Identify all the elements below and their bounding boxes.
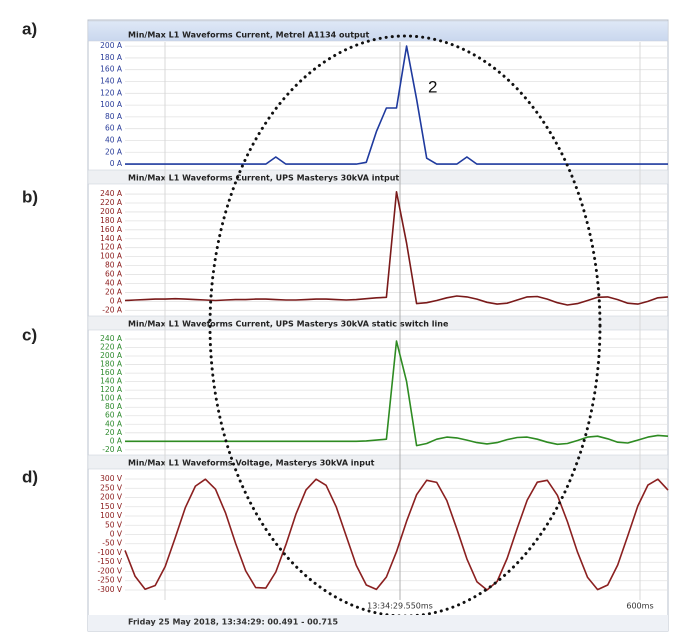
y-tick-label: 180 A [100, 53, 123, 62]
cursor-time: 13:34:29.550ms [367, 602, 433, 611]
y-tick-label: 220 A [100, 198, 123, 207]
y-tick-label: 160 A [100, 65, 123, 74]
y-tick-label: 200 V [100, 493, 123, 502]
series-line [125, 340, 669, 447]
y-tick-label: 200 A [100, 351, 123, 360]
y-tick-label: 240 A [100, 334, 123, 343]
y-tick-label: -150 V [97, 557, 122, 566]
y-tick-label: -50 V [102, 539, 123, 548]
y-tick-label: 100 V [100, 511, 123, 520]
y-tick-label: 80 A [105, 261, 123, 270]
panel-label: a) [22, 19, 37, 38]
scale-label: 600ms [626, 602, 653, 611]
y-tick-label: 120 A [100, 88, 123, 97]
y-tick-label: 150 V [100, 502, 123, 511]
y-tick-label: 180 A [100, 360, 123, 369]
series-line [125, 45, 668, 165]
y-tick-label: 80 A [105, 112, 123, 121]
y-tick-label: 40 A [105, 419, 123, 428]
y-tick-label: 0 V [110, 530, 123, 539]
y-tick-label: 250 V [100, 483, 123, 492]
y-tick-label: 240 A [100, 189, 123, 198]
y-tick-label: 140 A [100, 377, 123, 386]
y-tick-label: 20 A [105, 428, 123, 437]
footer-date: Friday 25 May 2018, 13:34:29: 00.491 - 0… [128, 618, 338, 627]
y-tick-label: -200 V [97, 566, 122, 575]
y-tick-label: 80 A [105, 402, 123, 411]
y-tick-label: 220 A [100, 343, 123, 352]
y-tick-label: 140 A [100, 234, 123, 243]
y-tick-label: 160 A [100, 225, 123, 234]
y-tick-label: 0 A [110, 296, 123, 305]
series-line [124, 191, 669, 306]
lines: 2 [124, 45, 669, 591]
panel-header [87, 315, 669, 331]
panel-label: b) [22, 187, 38, 206]
footer-bar [88, 615, 668, 631]
y-tick-label: 160 A [100, 368, 123, 377]
y-tick-label: 200 A [100, 41, 123, 50]
y-tick-label: 40 A [105, 135, 123, 144]
y-tick-label: 40 A [105, 278, 123, 287]
y-tick-label: -100 V [97, 548, 122, 557]
plots: Min/Max L1 Waveforms Current, Metrel A11… [22, 19, 669, 594]
panel-title: Min/Max L1 Waveforms Current, UPS Master… [128, 174, 399, 183]
y-tick-label: 50 V [105, 520, 123, 529]
y-tick-label: 140 A [100, 77, 123, 86]
y-tick-label: 60 A [105, 124, 123, 133]
y-tick-label: -300 V [97, 585, 122, 594]
panel-header [87, 454, 669, 470]
panel-title: Min/Max L1 Waveforms Voltage, Masterys 3… [128, 459, 375, 468]
panel-title: Min/Max L1 Waveforms Current, Metrel A11… [128, 31, 369, 40]
y-tick-label: 300 V [100, 474, 123, 483]
y-tick-label: -20 A [102, 445, 123, 454]
y-tick-label: 60 A [105, 270, 123, 279]
y-tick-label: 100 A [100, 394, 123, 403]
annotation: 2 [428, 77, 437, 96]
y-tick-label: 0 A [110, 436, 123, 445]
panel-header [87, 20, 669, 42]
y-tick-label: 0 A [110, 159, 123, 168]
y-tick-label: 200 A [100, 207, 123, 216]
y-tick-label: 100 A [100, 252, 123, 261]
y-tick-label: -20 A [102, 305, 123, 314]
y-tick-label: 100 A [100, 100, 123, 109]
panel-label: c) [22, 325, 37, 344]
y-tick-label: -250 V [97, 576, 122, 585]
y-tick-label: 120 A [100, 385, 123, 394]
y-tick-label: 180 A [100, 216, 123, 225]
y-tick-label: 60 A [105, 411, 123, 420]
panel-label: d) [22, 467, 38, 486]
y-tick-label: 120 A [100, 243, 123, 252]
y-tick-label: 20 A [105, 287, 123, 296]
series-line [124, 478, 669, 591]
y-tick-label: 20 A [105, 147, 123, 156]
panel-title: Min/Max L1 Waveforms Current, UPS Master… [128, 320, 449, 329]
panel-header [87, 169, 669, 185]
